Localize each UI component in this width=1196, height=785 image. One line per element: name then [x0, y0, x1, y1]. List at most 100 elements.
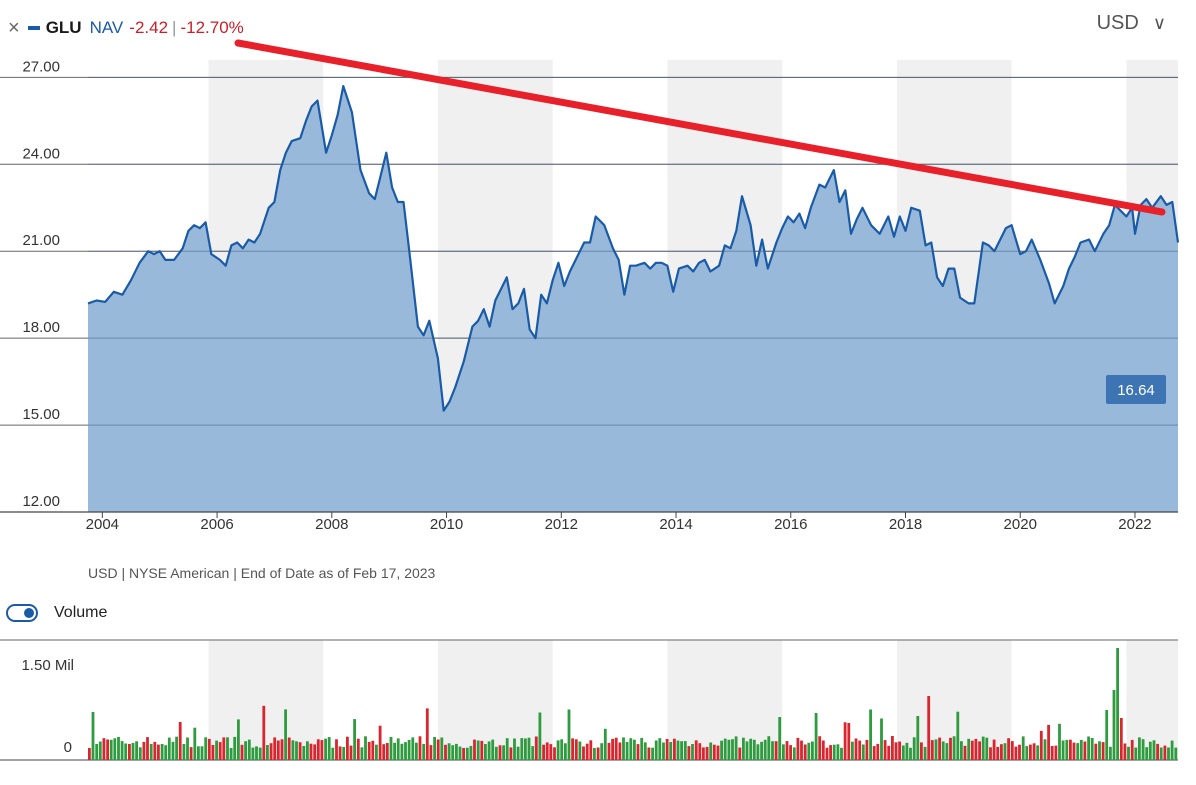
- volume-bar: [760, 741, 763, 760]
- volume-bar: [1109, 746, 1112, 760]
- volume-bar: [1083, 741, 1087, 760]
- series-swatch-icon: [27, 26, 40, 30]
- volume-bar: [767, 736, 771, 760]
- volume-bar: [912, 737, 916, 760]
- volume-bar: [647, 747, 651, 760]
- y-tick-label: 27.00: [22, 58, 60, 75]
- volume-bar: [182, 744, 186, 760]
- volume-bar: [716, 745, 720, 760]
- volume-bar: [981, 736, 985, 760]
- y-tick-label: 18.00: [22, 319, 60, 336]
- volume-bar: [676, 740, 680, 760]
- trend-annotation-line: [234, 39, 1166, 216]
- volume-bar: [1145, 747, 1149, 760]
- year-band: [1126, 640, 1178, 760]
- volume-bar: [974, 738, 978, 760]
- price-chart[interactable]: 12.00 15.00 18.00 21.00 24.00 27.00 2004 2006 20…: [0, 0, 1196, 545]
- volume-bar: [400, 743, 404, 760]
- volume-bar: [1025, 746, 1029, 760]
- volume-bar: [629, 738, 633, 760]
- x-tick-label: 2012: [545, 516, 578, 533]
- volume-bar: [320, 740, 324, 760]
- volume-bar: [193, 727, 197, 760]
- volume-bar: [683, 741, 687, 760]
- volume-bar: [1032, 743, 1036, 760]
- volume-bar: [389, 736, 393, 760]
- volume-bar: [1065, 739, 1069, 760]
- volume-bar: [542, 744, 545, 760]
- volume-label: Volume: [54, 604, 108, 621]
- volume-bar: [251, 747, 255, 760]
- volume-toggle[interactable]: [6, 604, 38, 622]
- volume-bar: [215, 740, 218, 760]
- volume-bar: [560, 739, 564, 760]
- volume-bar: [1043, 739, 1047, 760]
- volume-bar: [996, 747, 1000, 760]
- volume-bar: [505, 738, 509, 760]
- volume-bar: [956, 711, 960, 760]
- x-tick-label: 2010: [430, 516, 463, 533]
- volume-bar: [963, 745, 967, 760]
- volume-bar: [934, 739, 938, 760]
- volume-bar: [1050, 746, 1054, 760]
- volume-bar: [1047, 724, 1050, 760]
- volume-bar: [774, 741, 778, 760]
- y-tick-label: 24.00: [22, 145, 60, 162]
- volume-bar: [607, 742, 611, 760]
- volume-bar: [723, 738, 727, 760]
- volume-bar: [901, 745, 905, 760]
- volume-bar: [734, 736, 738, 760]
- volume-bar: [375, 744, 378, 760]
- volume-bar: [633, 739, 636, 760]
- volume-bar: [752, 739, 756, 760]
- volume-bar: [1058, 723, 1061, 760]
- volume-bar: [712, 744, 716, 760]
- chart-header: × GLU NAV -2.42 | -12.70%: [8, 14, 244, 42]
- x-tick-label: 2006: [200, 516, 233, 533]
- volume-bar: [876, 743, 880, 760]
- volume-bar: [207, 738, 211, 760]
- close-icon[interactable]: ×: [8, 16, 20, 39]
- volume-bar: [313, 744, 317, 760]
- volume-bar: [571, 738, 574, 760]
- volume-bar: [291, 740, 295, 760]
- volume-bar: [447, 743, 451, 760]
- volume-bar: [360, 747, 364, 760]
- volume-bar: [491, 739, 495, 760]
- volume-bar: [371, 740, 375, 760]
- volume-bar: [229, 748, 233, 760]
- volume-bar: [465, 747, 469, 760]
- volume-bar: [425, 708, 429, 760]
- volume-bar: [1010, 741, 1014, 760]
- volume-bar: [821, 740, 825, 760]
- volume-bar: [306, 741, 309, 760]
- volume-bar: [658, 738, 662, 760]
- volume-bar: [1036, 745, 1040, 760]
- y-tick-label: 21.00: [22, 232, 60, 249]
- volume-bar: [811, 741, 814, 760]
- year-band: [437, 640, 553, 760]
- volume-bar: [367, 741, 371, 760]
- currency-selector[interactable]: USD ∨: [1097, 12, 1166, 35]
- volume-bar: [135, 741, 138, 760]
- volume-bar: [622, 737, 625, 760]
- volume-bar: [520, 738, 524, 760]
- volume-bar: [1029, 744, 1032, 760]
- volume-bar: [167, 737, 171, 760]
- last-value-tag: 16.64: [1106, 375, 1166, 404]
- volume-bar: [124, 743, 128, 760]
- year-band: [208, 640, 324, 760]
- volume-bar: [720, 740, 723, 760]
- last-value-tag-bg: [1106, 375, 1166, 404]
- volume-bar: [636, 744, 640, 760]
- volume-bar: [785, 741, 789, 760]
- volume-bar: [1159, 747, 1163, 760]
- volume-bar: [131, 742, 135, 760]
- volume-bar: [952, 736, 956, 760]
- volume-bar: [218, 742, 222, 760]
- volume-bar: [138, 747, 142, 760]
- volume-bar: [1156, 743, 1159, 760]
- volume-bar: [894, 742, 898, 760]
- volume-bar: [276, 740, 280, 760]
- volume-bar: [960, 741, 963, 760]
